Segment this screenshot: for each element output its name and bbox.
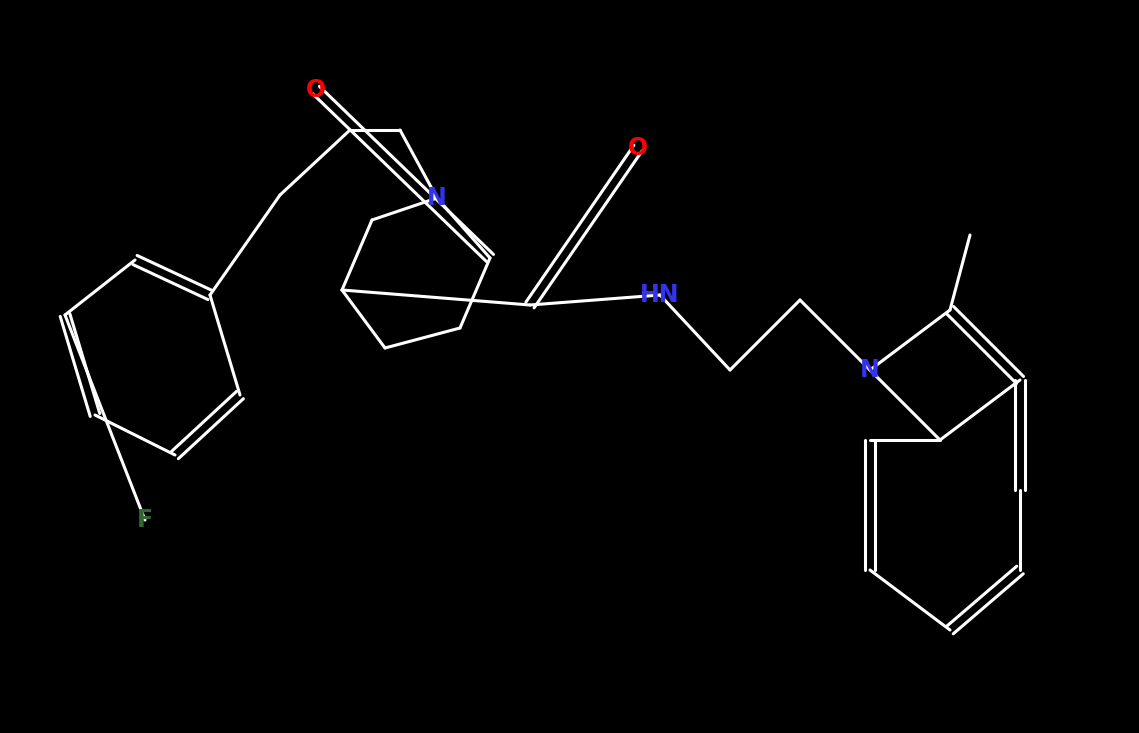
Text: O: O xyxy=(628,136,648,160)
Text: N: N xyxy=(427,186,446,210)
Text: HN: HN xyxy=(640,283,680,307)
Text: N: N xyxy=(860,358,879,382)
Text: F: F xyxy=(137,508,153,532)
Text: O: O xyxy=(306,78,326,102)
